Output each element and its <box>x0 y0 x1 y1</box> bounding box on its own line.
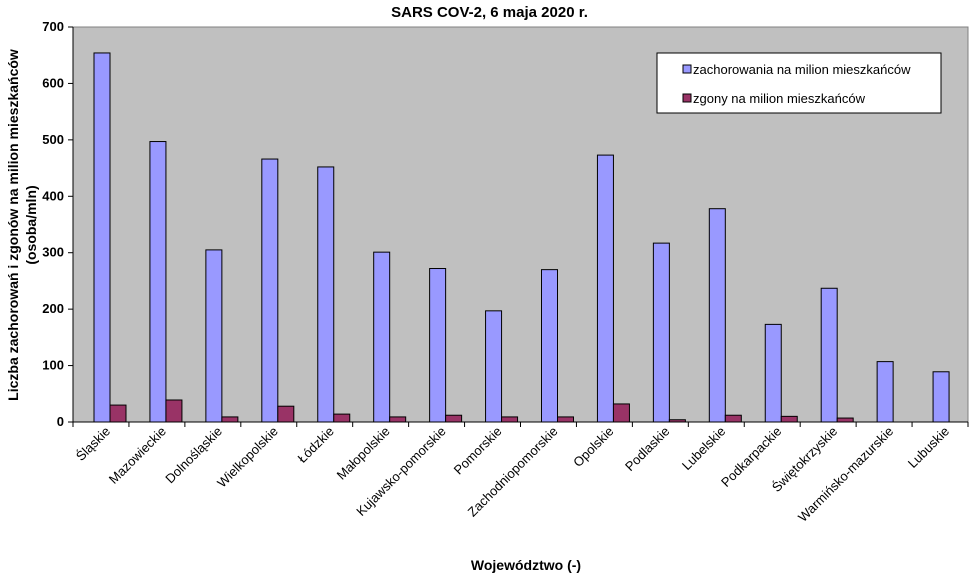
y-axis-title-line1: Liczba zachorowań i zgonów na milion mie… <box>5 49 21 401</box>
bar-zachorowania <box>93 52 111 423</box>
x-tick-label: Opolskie <box>570 424 616 470</box>
bar-zachorowania <box>261 158 279 423</box>
y-tick-label: 600 <box>42 75 64 90</box>
x-tick-label: Podlaskie <box>622 424 672 474</box>
x-tick-label: Dolnośląskie <box>162 424 225 487</box>
bar-zachorowania <box>876 361 894 423</box>
bar-zgony <box>668 419 686 423</box>
y-tick-label: 300 <box>42 245 64 260</box>
bar-zachorowania <box>541 269 558 423</box>
x-tick-label: Śląskie <box>73 424 113 464</box>
y-tick-label: 500 <box>42 132 64 147</box>
legend-swatch <box>682 93 692 103</box>
bar-zgony <box>501 416 519 423</box>
x-tick-label: Warmińsko-mazurskie <box>795 424 896 525</box>
x-tick-label: Małopolskie <box>334 424 393 483</box>
y-tick-label: 400 <box>42 188 64 203</box>
bar-zachorowania <box>317 166 335 423</box>
y-tick-label: 200 <box>42 301 64 316</box>
bar-zgony <box>221 416 239 423</box>
x-tick-label: Łódzkie <box>295 424 337 466</box>
bar-zgony <box>836 417 854 423</box>
y-tick-label: 700 <box>42 19 64 34</box>
bar-zgony <box>780 415 798 423</box>
x-tick-label: Lubelskie <box>679 424 728 473</box>
bar-zachorowania <box>652 242 670 423</box>
bar-zachorowania <box>932 371 950 423</box>
bar-zachorowania <box>764 323 782 423</box>
bar-zgony <box>557 416 574 423</box>
y-tick-label: 100 <box>42 358 64 373</box>
bar-zgony <box>109 404 127 423</box>
bar-zachorowania <box>485 310 503 423</box>
x-tick-label: Mazowieckie <box>106 424 169 487</box>
bar-zgony <box>333 413 351 423</box>
bar-zachorowania <box>708 208 726 423</box>
x-tick-label: Lubuskie <box>905 424 952 471</box>
legend-label: zgony na milion mieszkańców <box>693 91 866 106</box>
legend-box <box>656 52 942 114</box>
legend-label: zachorowania na milion mieszkańców <box>693 62 911 77</box>
chart-title: SARS COV-2, 6 maja 2020 r. <box>391 4 588 21</box>
bar-zachorowania <box>205 249 223 423</box>
bar-zachorowania <box>820 287 838 423</box>
x-axis-title: Województwo (-) <box>471 557 581 573</box>
bar-zachorowania <box>596 154 614 423</box>
bar-zgony <box>277 405 295 423</box>
y-axis-title-line2: (osoba/mln) <box>23 185 39 264</box>
bar-zgony <box>445 414 463 423</box>
bar-zachorowania <box>149 141 167 423</box>
bar-zgony <box>612 403 630 423</box>
legend-swatch <box>682 64 692 74</box>
bar-zgony <box>165 399 183 423</box>
y-tick-label: 0 <box>57 414 64 429</box>
bar-zgony <box>389 416 407 423</box>
bar-zgony <box>724 414 742 423</box>
bar-zachorowania <box>373 251 391 423</box>
x-tick-label: Pomorskie <box>451 424 505 478</box>
bar-zachorowania <box>429 268 447 423</box>
